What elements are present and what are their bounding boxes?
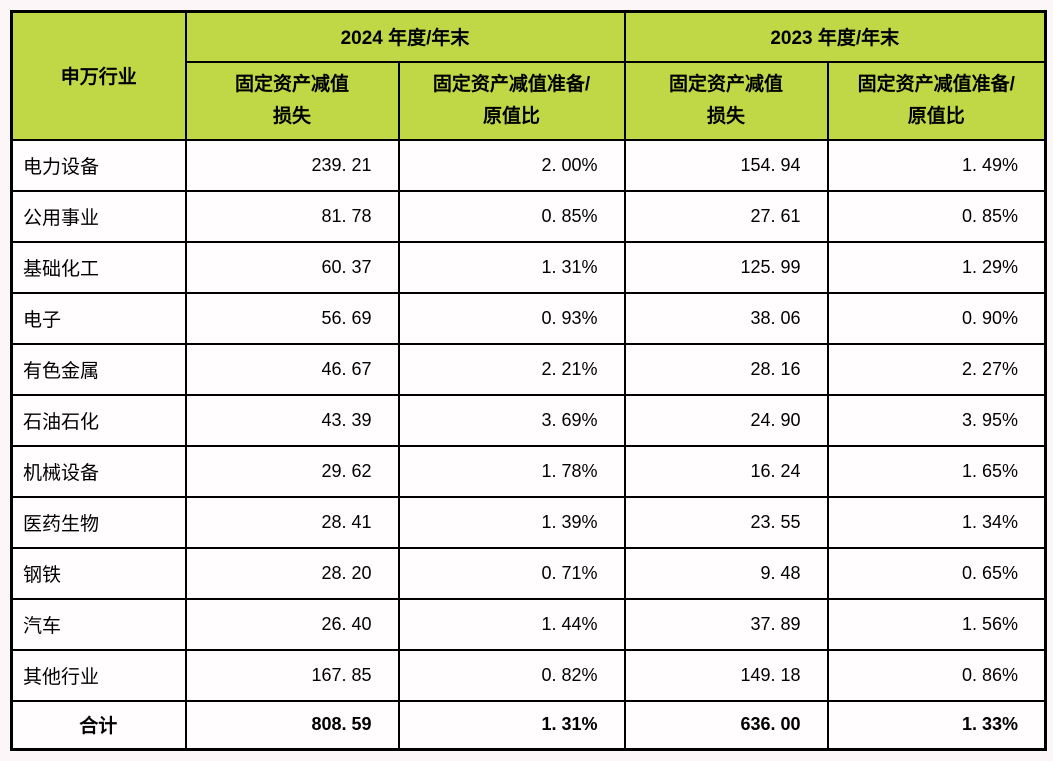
ratio-2024-cell: 0. 85% [397, 189, 626, 243]
ratio-2023-cell: 3. 95% [826, 393, 1047, 447]
loss-2023-cell: 23. 55 [623, 495, 829, 549]
loss-2023-cell: 24. 90 [623, 393, 829, 447]
ratio-2024-cell: 0. 71% [397, 546, 626, 600]
loss-2024-cell: 56. 69 [184, 291, 400, 345]
total-loss-2023-cell: 636. 00 [623, 699, 829, 751]
table-row: 其他行业 167. 85 0. 82% 149. 18 0. 86% [10, 648, 1047, 702]
corner-header-industry: 申万行业 [10, 10, 187, 141]
table-row: 电力设备 239. 21 2. 00% 154. 94 1. 49% [10, 138, 1047, 192]
loss-2023-cell: 38. 06 [623, 291, 829, 345]
ratio-2023-cell: 0. 90% [826, 291, 1047, 345]
table-row: 公用事业 81. 78 0. 85% 27. 61 0. 85% [10, 189, 1047, 243]
table-row: 汽车 26. 40 1. 44% 37. 89 1. 56% [10, 597, 1047, 651]
header-group-row: 申万行业 2024 年度/年末 2023 年度/年末 [10, 10, 1047, 141]
ratio-2023-cell: 1. 49% [826, 138, 1047, 192]
loss-2023-cell: 9. 48 [623, 546, 829, 600]
loss-2024-cell: 81. 78 [184, 189, 400, 243]
ratio-2023-cell: 0. 65% [826, 546, 1047, 600]
ratio-2023-cell: 1. 56% [826, 597, 1047, 651]
subheader-ratio-2023: 固定资产减值准备/ 原值比 [826, 60, 1047, 141]
ratio-2024-cell: 0. 82% [397, 648, 626, 702]
loss-2023-cell: 149. 18 [623, 648, 829, 702]
year-group-2024-header: 2024 年度/年末 [184, 10, 626, 63]
loss-2024-cell: 28. 41 [184, 495, 400, 549]
ratio-2023-cell: 1. 29% [826, 240, 1047, 294]
industry-cell: 汽车 [10, 597, 187, 651]
subheader-loss-2024: 固定资产减值 损失 [184, 60, 400, 141]
loss-2024-cell: 29. 62 [184, 444, 400, 498]
subheader-line: 原值比 [483, 105, 541, 127]
ratio-2024-cell: 1. 31% [397, 240, 626, 294]
table-row: 机械设备 29. 62 1. 78% 16. 24 1. 65% [10, 444, 1047, 498]
loss-2024-cell: 60. 37 [184, 240, 400, 294]
industry-cell: 机械设备 [10, 444, 187, 498]
ratio-2024-cell: 1. 78% [397, 444, 626, 498]
subheader-line: 固定资产减值 [234, 73, 349, 95]
loss-2023-cell: 154. 94 [623, 138, 829, 192]
loss-2023-cell: 37. 89 [623, 597, 829, 651]
ratio-2024-cell: 0. 93% [397, 291, 626, 345]
loss-2023-cell: 27. 61 [623, 189, 829, 243]
industry-cell: 公用事业 [10, 189, 187, 243]
loss-2023-cell: 16. 24 [623, 444, 829, 498]
loss-2024-cell: 26. 40 [184, 597, 400, 651]
table-row: 电子 56. 69 0. 93% 38. 06 0. 90% [10, 291, 1047, 345]
total-loss-2024-cell: 808. 59 [184, 699, 400, 751]
industry-cell: 医药生物 [10, 495, 187, 549]
loss-2024-cell: 239. 21 [184, 138, 400, 192]
ratio-2023-cell: 1. 65% [826, 444, 1047, 498]
ratio-2023-cell: 0. 86% [826, 648, 1047, 702]
ratio-2023-cell: 0. 85% [826, 189, 1047, 243]
industry-cell: 电子 [10, 291, 187, 345]
table-row: 石油石化 43. 39 3. 69% 24. 90 3. 95% [10, 393, 1047, 447]
loss-2024-cell: 167. 85 [184, 648, 400, 702]
industry-cell: 其他行业 [10, 648, 187, 702]
impairment-table: 申万行业 2024 年度/年末 2023 年度/年末 固定资产减值 损失 固定资… [10, 10, 1048, 751]
industry-cell: 电力设备 [10, 138, 187, 192]
table-total-row: 合计 808. 59 1. 31% 636. 00 1. 33% [10, 699, 1047, 751]
ratio-2024-cell: 1. 39% [397, 495, 626, 549]
total-ratio-2024-cell: 1. 31% [397, 699, 626, 751]
subheader-line: 损失 [272, 105, 311, 127]
ratio-2024-cell: 2. 21% [397, 342, 626, 396]
subheader-line: 损失 [707, 105, 746, 127]
loss-2023-cell: 28. 16 [623, 342, 829, 396]
impairment-table-container: 申万行业 2024 年度/年末 2023 年度/年末 固定资产减值 损失 固定资… [10, 10, 1048, 751]
total-ratio-2023-cell: 1. 33% [826, 699, 1047, 751]
ratio-2024-cell: 2. 00% [397, 138, 626, 192]
subheader-line: 固定资产减值准备/ [432, 73, 591, 95]
loss-2024-cell: 43. 39 [184, 393, 400, 447]
ratio-2024-cell: 1. 44% [397, 597, 626, 651]
industry-cell: 钢铁 [10, 546, 187, 600]
subheader-line: 固定资产减值 [669, 73, 784, 95]
total-label-cell: 合计 [10, 699, 187, 751]
ratio-2023-cell: 1. 34% [826, 495, 1047, 549]
industry-cell: 基础化工 [10, 240, 187, 294]
industry-cell: 有色金属 [10, 342, 187, 396]
year-group-2023-header: 2023 年度/年末 [623, 10, 1047, 63]
ratio-2023-cell: 2. 27% [826, 342, 1047, 396]
subheader-loss-2023: 固定资产减值 损失 [623, 60, 829, 141]
loss-2024-cell: 46. 67 [184, 342, 400, 396]
table-row: 基础化工 60. 37 1. 31% 125. 99 1. 29% [10, 240, 1047, 294]
subheader-ratio-2024: 固定资产减值准备/ 原值比 [397, 60, 626, 141]
table-row: 医药生物 28. 41 1. 39% 23. 55 1. 34% [10, 495, 1047, 549]
header-sub-row: 固定资产减值 损失 固定资产减值准备/ 原值比 固定资产减值 损失 固定资产减值… [12, 60, 1047, 141]
loss-2023-cell: 125. 99 [623, 240, 829, 294]
table-row: 有色金属 46. 67 2. 21% 28. 16 2. 27% [10, 342, 1047, 396]
table-row: 钢铁 28. 20 0. 71% 9. 48 0. 65% [10, 546, 1047, 600]
subheader-line: 固定资产减值准备/ [857, 73, 1015, 95]
industry-cell: 石油石化 [10, 393, 187, 447]
loss-2024-cell: 28. 20 [184, 546, 400, 600]
ratio-2024-cell: 3. 69% [397, 393, 626, 447]
subheader-line: 原值比 [907, 105, 965, 127]
